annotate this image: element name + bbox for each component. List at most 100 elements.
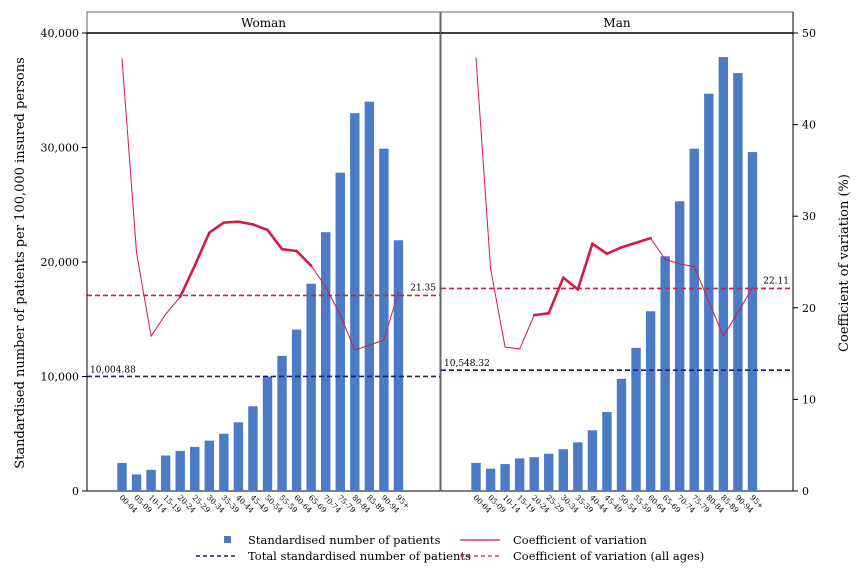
- cv-line-segment: [193, 231, 211, 267]
- y-left-tick-label: 20,000: [41, 256, 80, 269]
- legend-label-total: Total standardised number of patients: [248, 549, 471, 563]
- y-left-tick-label: 30,000: [41, 142, 80, 155]
- y-right-tick-label: 0: [802, 485, 809, 498]
- total-patients-label: 10,004.88: [90, 365, 136, 375]
- bar: [704, 93, 714, 491]
- cv-line-segment: [280, 247, 298, 253]
- cv-line-segment: [576, 242, 594, 291]
- bar: [204, 440, 214, 491]
- cv-line-segment: [679, 263, 695, 268]
- bar: [616, 378, 627, 491]
- cv-line-segment: [722, 311, 739, 337]
- total-patients-label: 10,548.32: [444, 359, 490, 369]
- panel-title: Man: [603, 16, 630, 30]
- bar: [146, 469, 156, 491]
- bar: [471, 462, 481, 491]
- cv-line-segment: [650, 237, 666, 260]
- bar: [660, 256, 670, 491]
- bar: [529, 457, 539, 491]
- cv-line-segment: [634, 236, 652, 245]
- cv-line-segment: [708, 300, 724, 337]
- bar: [277, 355, 287, 491]
- cv-line-segment: [504, 346, 521, 350]
- bar: [514, 458, 525, 491]
- panel-woman: Woman00-0405-0910-1415-1920-2425-2930-34…: [86, 11, 441, 515]
- bar: [645, 311, 656, 491]
- y-right-axis-label: Coefficient of variation (%): [837, 174, 852, 352]
- bar: [364, 101, 375, 491]
- bar: [573, 442, 583, 491]
- cv-line-segment: [368, 339, 385, 346]
- cv-line-segment: [325, 286, 341, 316]
- y-left-tick-label: 10,000: [41, 371, 80, 384]
- bar: [602, 411, 612, 491]
- cv-line-segment: [208, 221, 226, 234]
- bar: [175, 450, 185, 491]
- legend-label-cv: Coefficient of variation: [513, 533, 647, 547]
- cv-line-segment: [354, 344, 370, 351]
- cv-line-segment: [519, 314, 535, 350]
- cv-line-segment: [475, 57, 492, 269]
- cv-line-segment: [150, 313, 167, 337]
- bar: [485, 468, 496, 491]
- cv-line-segment: [620, 241, 638, 249]
- bar: [500, 464, 510, 491]
- cv-all-ages-label: 21.35: [410, 283, 436, 293]
- bar: [190, 446, 200, 491]
- bar: [321, 232, 331, 492]
- y-right-tick-label: 30: [802, 210, 816, 223]
- bar: [747, 152, 758, 491]
- cv-line-segment: [178, 264, 197, 299]
- y-right-tick-label: 10: [802, 393, 816, 406]
- cv-all-ages-label: 22.11: [763, 276, 789, 286]
- bar: [131, 474, 142, 491]
- cv-line-segment: [165, 296, 181, 315]
- cv-line-segment: [136, 252, 152, 337]
- cv-line-segment: [561, 276, 580, 291]
- bar: [233, 422, 244, 491]
- legend-label-patients: Standardised number of patients: [248, 533, 440, 547]
- bar: [689, 148, 699, 491]
- bar: [379, 148, 389, 491]
- cv-line-segment: [591, 242, 609, 256]
- bar: [117, 462, 127, 491]
- y-right-tick-label: 40: [802, 119, 816, 132]
- axes: Standardised number of patients per 100,…: [13, 12, 852, 498]
- y-right-tick-label: 20: [802, 302, 816, 315]
- panel-man: Man00-0405-0910-1415-1920-2425-2930-3435…: [440, 11, 794, 515]
- bar: [544, 453, 554, 491]
- legend: Standardised number of patients Coeffici…: [196, 533, 704, 563]
- cv-line-segment: [266, 228, 284, 251]
- panels: Woman00-0405-0910-1415-1920-2425-2930-34…: [86, 11, 794, 515]
- bar: [219, 433, 229, 491]
- panel-title: Woman: [241, 16, 286, 30]
- cv-line-segment: [383, 291, 399, 341]
- cv-line-segment: [737, 287, 753, 313]
- bar: [558, 449, 568, 491]
- bar: [248, 406, 258, 491]
- bar: [306, 283, 316, 491]
- cv-line-segment: [310, 265, 327, 288]
- y-left-axis-label: Standardised number of patients per 100,…: [13, 57, 28, 469]
- cv-line-segment: [664, 258, 681, 265]
- bar: [160, 455, 171, 491]
- cv-line-segment: [532, 311, 551, 317]
- cv-line-segment: [339, 314, 356, 351]
- y-left-tick-label: 0: [72, 485, 79, 498]
- cv-line-segment: [222, 220, 240, 224]
- bar: [631, 347, 641, 491]
- bar: [675, 201, 685, 491]
- cv-line-segment: [295, 249, 313, 267]
- bar: [291, 329, 302, 491]
- bar: [350, 113, 360, 492]
- y-left-tick-label: 40,000: [41, 27, 80, 40]
- bar: [587, 430, 598, 491]
- cv-line-segment: [237, 220, 255, 226]
- bar: [733, 73, 743, 491]
- cv-line-segment: [547, 276, 565, 315]
- cv-line-segment: [490, 267, 506, 348]
- cv-line-segment: [693, 266, 710, 302]
- bar: [393, 240, 404, 491]
- cv-line-segment: [605, 246, 623, 256]
